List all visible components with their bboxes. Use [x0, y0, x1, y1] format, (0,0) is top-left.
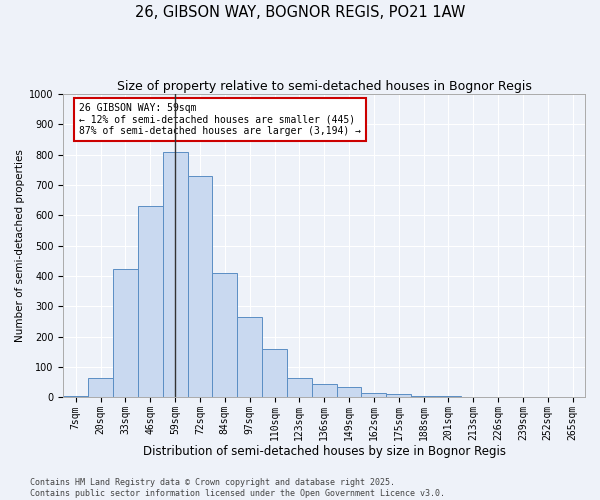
Bar [237, 317, 262, 398]
Bar [64, 396, 88, 398]
Bar [163, 152, 188, 398]
Bar [361, 393, 386, 398]
Bar [262, 349, 287, 398]
Bar [138, 206, 163, 398]
Bar [461, 397, 485, 398]
Bar [386, 394, 411, 398]
Text: 26 GIBSON WAY: 59sqm
← 12% of semi-detached houses are smaller (445)
87% of semi: 26 GIBSON WAY: 59sqm ← 12% of semi-detac… [79, 104, 361, 136]
Bar [411, 396, 436, 398]
Title: Size of property relative to semi-detached houses in Bognor Regis: Size of property relative to semi-detach… [117, 80, 532, 93]
Bar [212, 273, 237, 398]
Bar [188, 176, 212, 398]
Bar [88, 378, 113, 398]
Bar [436, 396, 461, 398]
Text: 26, GIBSON WAY, BOGNOR REGIS, PO21 1AW: 26, GIBSON WAY, BOGNOR REGIS, PO21 1AW [135, 5, 465, 20]
Bar [113, 268, 138, 398]
Bar [337, 387, 361, 398]
Bar [312, 384, 337, 398]
Text: Contains HM Land Registry data © Crown copyright and database right 2025.
Contai: Contains HM Land Registry data © Crown c… [30, 478, 445, 498]
X-axis label: Distribution of semi-detached houses by size in Bognor Regis: Distribution of semi-detached houses by … [143, 444, 506, 458]
Bar [287, 378, 312, 398]
Y-axis label: Number of semi-detached properties: Number of semi-detached properties [15, 150, 25, 342]
